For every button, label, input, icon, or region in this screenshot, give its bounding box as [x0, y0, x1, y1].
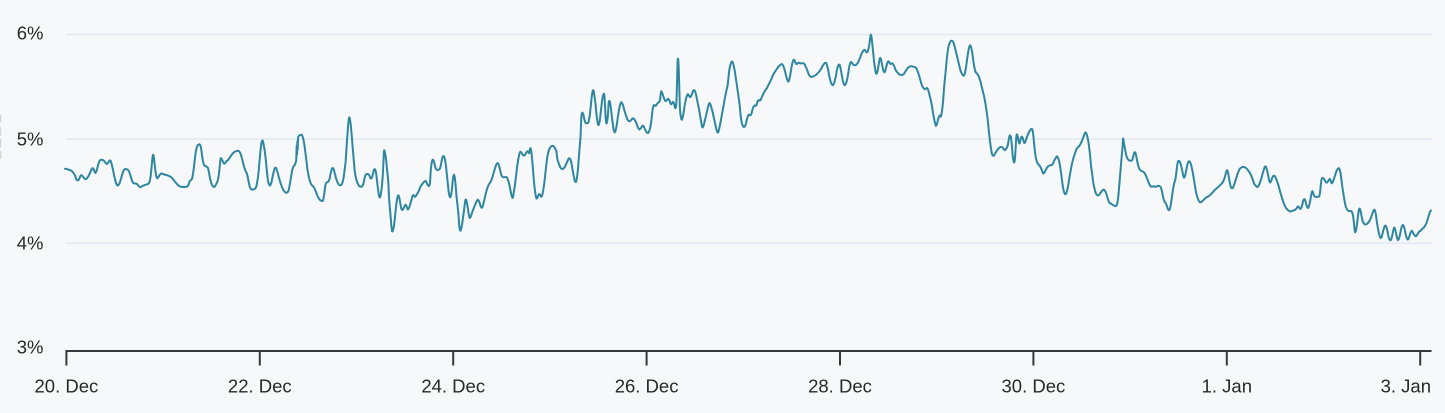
- svg-text:24. Dec: 24. Dec: [421, 376, 485, 397]
- svg-text:20. Dec: 20. Dec: [35, 376, 99, 397]
- svg-text:5%: 5%: [17, 129, 44, 150]
- svg-text:28. Dec: 28. Dec: [808, 376, 872, 397]
- svg-text:3. Jan: 3. Jan: [1381, 376, 1431, 397]
- svg-text:4%: 4%: [17, 233, 44, 254]
- svg-text:6%: 6%: [17, 23, 44, 44]
- svg-text:26. Dec: 26. Dec: [615, 376, 679, 397]
- svg-text:30. Dec: 30. Dec: [1002, 376, 1066, 397]
- svg-text:1. Jan: 1. Jan: [1202, 376, 1252, 397]
- svg-text:22. Dec: 22. Dec: [228, 376, 292, 397]
- svg-text:3%: 3%: [17, 337, 44, 358]
